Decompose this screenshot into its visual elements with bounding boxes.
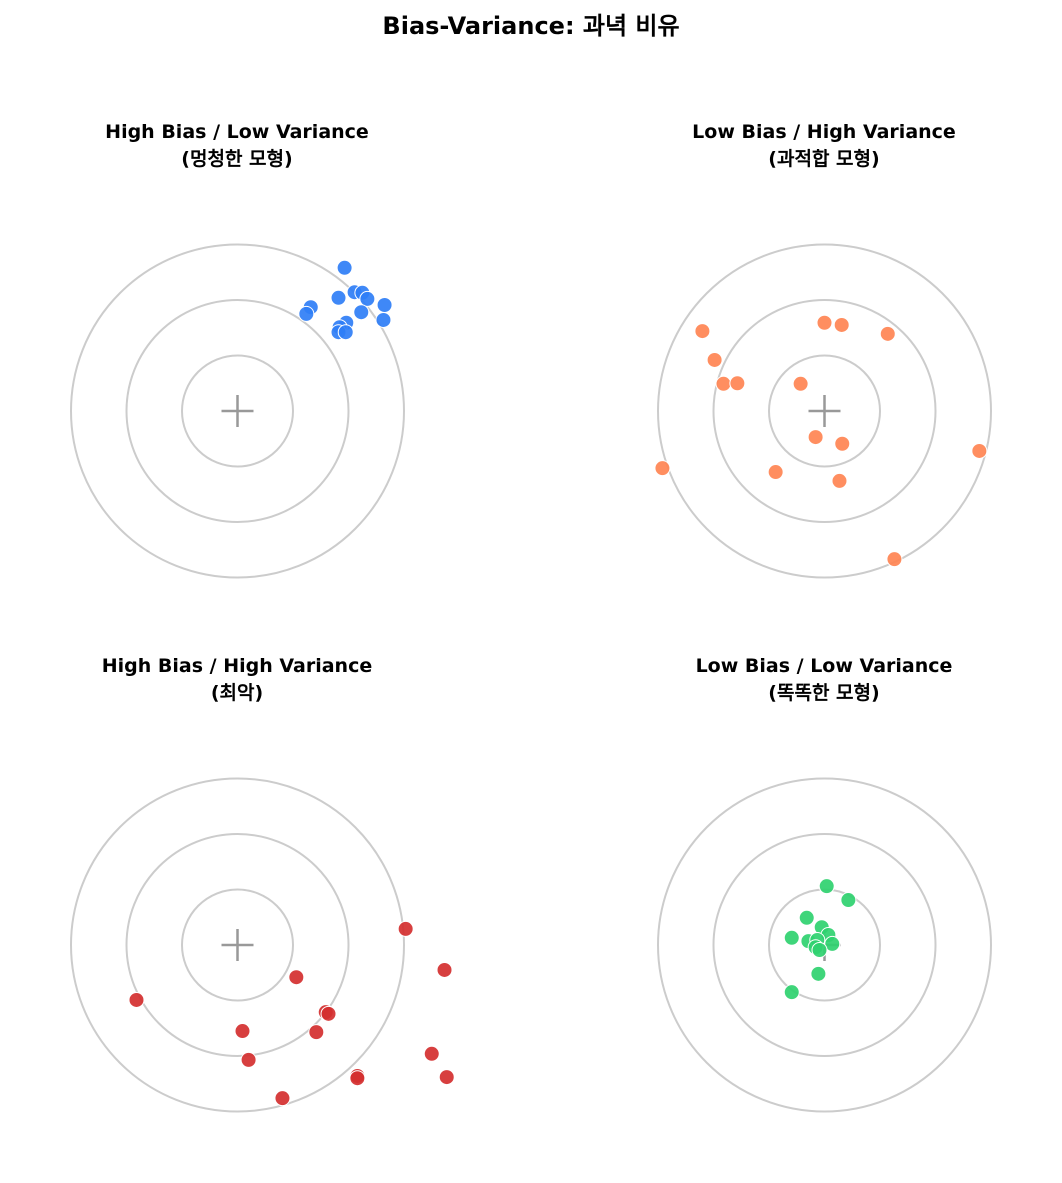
data-point bbox=[288, 969, 305, 986]
target-ring bbox=[70, 243, 405, 579]
data-point bbox=[729, 375, 746, 392]
data-point bbox=[654, 460, 671, 477]
center-cross-icon bbox=[221, 929, 254, 961]
target-ring bbox=[125, 299, 350, 523]
data-point bbox=[807, 429, 824, 446]
panel-title-low-bias-low-variance: Low Bias / Low Variance (똑똑한 모형) bbox=[614, 653, 1034, 707]
data-point bbox=[240, 1051, 257, 1068]
data-point bbox=[234, 1023, 251, 1040]
data-point bbox=[349, 1070, 366, 1087]
data-point bbox=[308, 1024, 325, 1041]
data-point bbox=[320, 1005, 337, 1022]
data-point bbox=[375, 311, 392, 328]
target-ring bbox=[70, 777, 405, 1113]
data-point bbox=[274, 1090, 291, 1107]
target-ring bbox=[181, 888, 294, 1002]
center-cross-icon bbox=[808, 395, 841, 427]
target-panel bbox=[654, 243, 992, 579]
target-ring bbox=[125, 833, 350, 1057]
data-point bbox=[971, 442, 988, 459]
data-point bbox=[436, 961, 453, 978]
data-point bbox=[438, 1069, 455, 1086]
data-point bbox=[706, 351, 723, 368]
target-ring bbox=[657, 243, 992, 579]
data-point bbox=[359, 290, 376, 307]
data-point bbox=[337, 324, 354, 341]
data-point bbox=[715, 375, 732, 392]
data-point bbox=[330, 289, 347, 306]
target-ring bbox=[181, 354, 294, 468]
figure-title: Bias-Variance: 과녁 비유 bbox=[382, 12, 680, 40]
data-point bbox=[886, 551, 903, 568]
panel-title-high-bias-high-variance: High Bias / High Variance (최악) bbox=[27, 653, 447, 707]
data-point bbox=[831, 472, 848, 489]
data-point bbox=[798, 909, 815, 926]
data-point bbox=[824, 935, 841, 952]
target-ring bbox=[712, 833, 937, 1057]
panel-title-line1: High Bias / Low Variance bbox=[105, 121, 369, 143]
data-point bbox=[816, 314, 833, 331]
data-point bbox=[128, 991, 145, 1008]
panel-title-line2: (똑똑한 모형) bbox=[768, 682, 880, 704]
target-panel bbox=[657, 777, 992, 1113]
panel-title-line1: Low Bias / Low Variance bbox=[695, 655, 953, 677]
data-point bbox=[783, 984, 800, 1001]
data-point bbox=[818, 878, 835, 895]
panel-title-line2: (멍청한 모형) bbox=[181, 148, 293, 170]
target-ring bbox=[712, 299, 937, 523]
target-ring bbox=[657, 777, 992, 1113]
data-point bbox=[811, 941, 828, 958]
data-point bbox=[833, 316, 850, 333]
panel-title-low-bias-high-variance: Low Bias / High Variance (과적합 모형) bbox=[614, 119, 1034, 173]
data-point bbox=[840, 892, 857, 909]
target-panel bbox=[70, 777, 455, 1113]
data-point bbox=[376, 296, 393, 313]
data-point bbox=[767, 464, 784, 481]
panel-title-high-bias-low-variance: High Bias / Low Variance (멍청한 모형) bbox=[27, 119, 447, 173]
data-point bbox=[353, 304, 370, 321]
target-ring bbox=[768, 354, 881, 468]
panel-title-line1: Low Bias / High Variance bbox=[692, 121, 956, 143]
data-point bbox=[694, 323, 711, 340]
data-point bbox=[298, 305, 315, 322]
panel-title-line2: (과적합 모형) bbox=[768, 148, 880, 170]
panel-title-line2: (최악) bbox=[210, 682, 264, 704]
data-point bbox=[879, 325, 896, 342]
data-point bbox=[810, 965, 827, 982]
data-point bbox=[792, 375, 809, 392]
data-point bbox=[397, 920, 414, 937]
target-panel bbox=[70, 243, 405, 579]
center-cross-icon bbox=[221, 395, 254, 427]
data-point bbox=[336, 259, 353, 276]
data-point bbox=[423, 1045, 440, 1062]
panel-title-line1: High Bias / High Variance bbox=[101, 655, 373, 677]
data-point bbox=[783, 929, 800, 946]
data-point bbox=[834, 435, 851, 452]
